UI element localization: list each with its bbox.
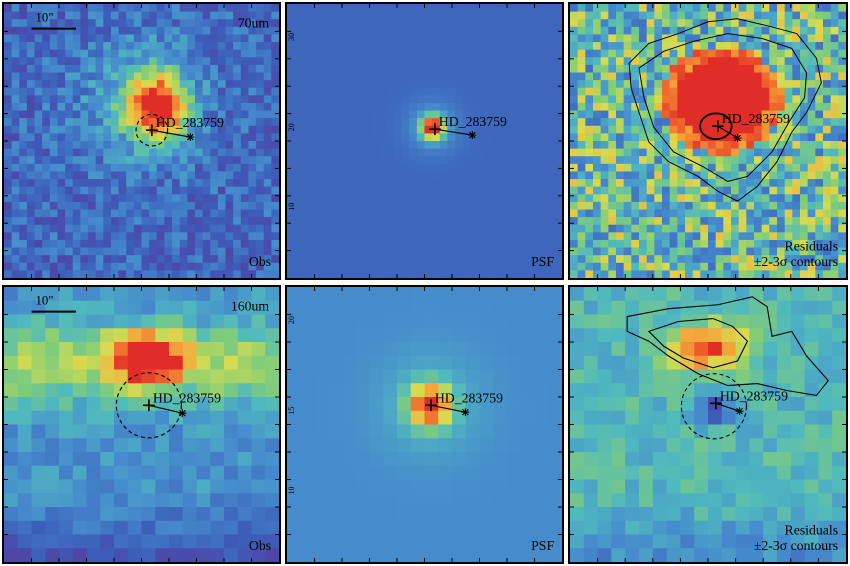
panel-caption: Obs bbox=[249, 254, 271, 269]
offset-line bbox=[434, 128, 473, 136]
axis-ticks bbox=[287, 4, 562, 278]
pixel-grid bbox=[287, 287, 562, 562]
aperture-circle bbox=[115, 372, 183, 439]
tick-label: 10 bbox=[287, 203, 296, 211]
star-marker bbox=[461, 408, 470, 417]
axis-ticks bbox=[4, 4, 279, 278]
panel-70um-residuals: HD_283759 Residuals ±2-3σ contours bbox=[568, 2, 848, 280]
scale-bar-label: 10" bbox=[36, 294, 54, 308]
scale-bar: 10" bbox=[31, 11, 76, 30]
residual-contours bbox=[628, 18, 822, 202]
target-label: HD_283759 bbox=[156, 115, 224, 130]
tick-label: 20 bbox=[287, 123, 296, 131]
offset-line bbox=[430, 404, 466, 413]
image-160um-obs: 10" 160um HD_283759 Obs bbox=[4, 287, 279, 562]
caption-line: ±2-3σ contours bbox=[754, 254, 838, 269]
caption-line: PSF bbox=[531, 538, 554, 553]
tick-label: 10 bbox=[287, 487, 296, 495]
image-70um-psf: 30 20 10 HD_283759 PSF bbox=[287, 4, 562, 278]
image-70um-residuals: HD_283759 Residuals±2-3σ contours bbox=[570, 4, 846, 278]
target-marker: HD_283759 bbox=[135, 113, 224, 147]
offset-line bbox=[151, 129, 191, 138]
offset-line bbox=[717, 125, 738, 139]
panel-caption: Residuals±2-3σ contours bbox=[754, 238, 838, 269]
star-marker bbox=[735, 407, 744, 416]
target-marker: HD_283759 bbox=[115, 372, 221, 439]
axis-ticks bbox=[4, 287, 279, 562]
image-160um-psf: 20 15 10 HD_283759 PSF bbox=[287, 287, 562, 562]
target-label: HD_283759 bbox=[720, 388, 788, 403]
pixel-grid bbox=[570, 4, 846, 278]
scale-bar: 10" bbox=[31, 294, 76, 313]
tick-label: 30 bbox=[287, 33, 296, 41]
offset-line bbox=[148, 404, 183, 414]
panel-160um-residuals: HD_283759 Residuals ±2-3σ contours bbox=[568, 285, 848, 564]
scale-bar-label: 10" bbox=[36, 11, 54, 25]
pixel-grid bbox=[287, 4, 562, 278]
offset-line bbox=[715, 402, 740, 412]
target-label: HD_283759 bbox=[722, 111, 790, 126]
image-70um-obs: 10" 70um HD_283759 Obs bbox=[4, 4, 279, 278]
target-label: HD_283759 bbox=[435, 390, 503, 405]
pixel-grid bbox=[570, 287, 846, 562]
tick-label: 15 bbox=[287, 407, 296, 415]
panel-160um-psf: 20 15 10 HD_283759 PSF bbox=[285, 285, 564, 564]
caption-line: Residuals bbox=[785, 238, 839, 253]
target-marker: HD_283759 bbox=[711, 111, 790, 142]
image-160um-residuals: HD_283759 Residuals±2-3σ contours bbox=[570, 287, 846, 562]
panel-caption: Residuals±2-3σ contours bbox=[754, 522, 838, 553]
aperture-circle bbox=[135, 113, 169, 147]
axis-ticks bbox=[570, 4, 846, 278]
target-label: HD_283759 bbox=[439, 114, 507, 129]
star-marker bbox=[468, 131, 477, 140]
panel-160um-obs: 10" 160um HD_283759 Obs bbox=[2, 285, 281, 564]
panel-caption: Obs bbox=[249, 538, 271, 553]
axis-ticks bbox=[570, 287, 846, 562]
star-marker bbox=[178, 409, 187, 418]
target-marker: HD_283759 bbox=[709, 388, 788, 416]
star-marker bbox=[733, 134, 742, 142]
target-marker: HD_283759 bbox=[428, 114, 507, 140]
band-label: 70um bbox=[238, 16, 270, 31]
band-label: 160um bbox=[231, 299, 270, 314]
panel-caption: PSF bbox=[531, 538, 554, 553]
caption-line: ±2-3σ contours bbox=[754, 538, 838, 553]
panel-caption: PSF bbox=[531, 254, 554, 269]
caption-line: Residuals bbox=[785, 522, 839, 537]
target-label: HD_283759 bbox=[153, 390, 221, 405]
caption-line: Obs bbox=[249, 538, 271, 553]
pixel-grid bbox=[4, 287, 279, 562]
caption-line: PSF bbox=[531, 254, 554, 269]
tick-label: 20 bbox=[287, 316, 296, 324]
target-marker: HD_283759 bbox=[424, 390, 503, 417]
panel-70um-psf: 30 20 10 HD_283759 PSF bbox=[285, 2, 564, 280]
caption-line: Obs bbox=[249, 254, 271, 269]
panel-70um-obs: 10" 70um HD_283759 Obs bbox=[2, 2, 281, 280]
star-marker bbox=[186, 133, 195, 141]
pixel-grid bbox=[4, 4, 279, 278]
axis-ticks bbox=[287, 287, 562, 562]
